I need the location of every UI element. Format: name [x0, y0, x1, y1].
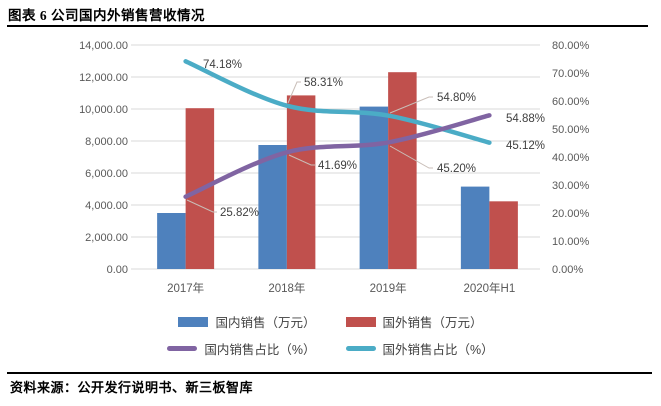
right-axis-tick-label: 40.00%	[552, 152, 590, 164]
left-axis-tick-label: 6,000.00	[85, 168, 128, 180]
x-axis-label: 2018年	[268, 281, 305, 295]
bar-foreign-2018年	[286, 95, 316, 270]
right-axis-tick-label: 20.00%	[552, 208, 590, 220]
legend-bar-swatch	[345, 316, 376, 327]
left-axis-tick-label: 4,000.00	[85, 200, 128, 212]
data-label: 41.69%	[318, 160, 357, 172]
right-axis-tick-label: 10.00%	[552, 236, 590, 248]
left-axis-tick-label: 12,000.00	[79, 72, 128, 84]
data-label-leader-line	[186, 199, 217, 213]
left-axis-tick-label: 8,000.00	[85, 136, 128, 148]
title-divider	[7, 25, 648, 27]
bar-domestic-2019年	[359, 106, 389, 269]
data-label-leader-line	[288, 154, 315, 166]
data-label-leader-line	[287, 81, 301, 104]
right-axis-tick-label: 50.00%	[552, 124, 590, 136]
legend-item-domestic-sales: 国内销售（万元）	[178, 312, 316, 331]
bar-domestic-2020年H1	[460, 186, 490, 269]
footer-divider	[7, 372, 652, 374]
x-axis-label: 2017年	[167, 281, 204, 295]
chart-legend: 国内销售（万元） 国外销售（万元） 国内销售占比（%） 国外销售占比（%）	[0, 312, 661, 358]
line-domestic-share	[183, 113, 492, 199]
legend-bar-swatch	[178, 316, 209, 327]
bar-domestic-2017年	[157, 213, 186, 269]
left-axis-tick-label: 10,000.00	[79, 104, 128, 116]
legend-label: 国内销售占比（%）	[204, 343, 316, 357]
legend-label: 国外销售占比（%）	[382, 343, 494, 357]
left-axis-tick-label: 14,000.00	[79, 40, 128, 52]
bar-foreign-2019年	[388, 72, 417, 269]
right-axis-tick-label: 30.00%	[552, 180, 590, 192]
figure-title: 图表 6 公司国内外销售营收情况	[8, 8, 205, 23]
legend-row: 国内销售（万元） 国外销售（万元）	[178, 312, 483, 331]
data-label: 74.18%	[203, 59, 242, 71]
legend-item-domestic-share: 国内销售占比（%）	[167, 339, 316, 358]
data-label: 58.31%	[304, 77, 343, 89]
right-axis-tick-label: 60.00%	[552, 96, 590, 108]
combo-chart: 0.00 2,000.00 4,000.00 6,000.00 8,000.00 10,0…	[79, 40, 590, 295]
legend-row: 国内销售占比（%） 国外销售占比（%）	[167, 339, 494, 358]
right-axis-tick-label: 70.00%	[552, 68, 590, 80]
right-axis-tick-label: 0.00%	[552, 264, 583, 276]
legend-line-swatch	[167, 346, 198, 351]
data-label: 54.80%	[437, 92, 476, 104]
left-axis-tick-label: 0.00	[107, 264, 128, 276]
legend-label: 国内销售（万元）	[215, 316, 316, 330]
legend-item-foreign-sales: 国外销售（万元）	[345, 312, 483, 331]
bar-domestic-2018年	[258, 145, 287, 269]
data-label-leader-line	[389, 145, 433, 169]
bar-foreign-2020年H1	[489, 201, 518, 269]
x-axis-label: 2020年H1	[463, 281, 515, 295]
legend-line-swatch	[345, 346, 376, 351]
legend-label: 国外销售（万元）	[382, 316, 483, 330]
data-label-leader-line	[389, 96, 433, 114]
data-label: 25.82%	[220, 207, 259, 219]
data-label: 45.20%	[437, 163, 476, 175]
data-label: 54.88%	[506, 113, 545, 125]
legend-item-foreign-share: 国外销售占比（%）	[345, 339, 494, 358]
left-axis-tick-label: 2,000.00	[85, 232, 128, 244]
source-note: 资料来源：公开发行说明书、新三板智库	[10, 380, 254, 395]
x-axis-label: 2019年	[370, 281, 407, 295]
right-axis-tick-label: 80.00%	[552, 40, 590, 52]
data-label: 45.12%	[506, 140, 545, 152]
